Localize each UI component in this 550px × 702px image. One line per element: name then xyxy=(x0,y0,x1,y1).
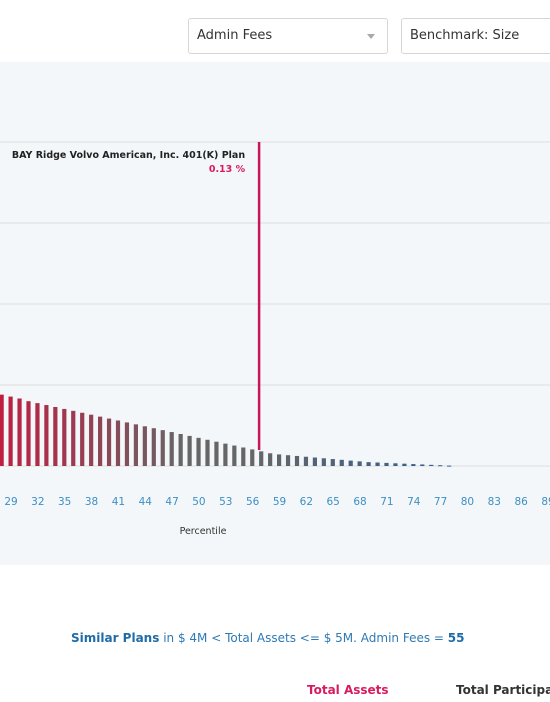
x-tick-label: 65 xyxy=(327,496,340,508)
benchmark-select[interactable]: Benchmark: Size xyxy=(401,18,550,54)
bar[interactable] xyxy=(35,403,40,466)
bar[interactable] xyxy=(429,464,434,466)
bar[interactable] xyxy=(26,401,31,466)
x-tick-label: 47 xyxy=(165,496,178,508)
similar-plans-count: 55 xyxy=(447,631,465,645)
bar[interactable] xyxy=(115,420,121,466)
bar[interactable] xyxy=(196,437,201,466)
plan-value-label: 0.13 % xyxy=(209,164,246,175)
bar[interactable] xyxy=(17,398,22,467)
bar[interactable] xyxy=(357,461,362,466)
bar[interactable] xyxy=(447,465,452,467)
x-tick-label: 38 xyxy=(85,496,98,508)
bar[interactable] xyxy=(303,456,309,466)
bar[interactable] xyxy=(339,459,344,466)
bar[interactable] xyxy=(330,459,335,466)
metric-select-value: Admin Fees xyxy=(197,28,273,43)
plan-name-label: BAY Ridge Volvo American, Inc. 401(K) Pl… xyxy=(12,150,245,161)
x-tick-label: 41 xyxy=(112,496,125,508)
bar[interactable] xyxy=(53,406,58,466)
bar[interactable] xyxy=(241,447,246,466)
bar[interactable] xyxy=(205,439,210,466)
bar[interactable] xyxy=(44,405,49,466)
x-tick-label: 44 xyxy=(139,496,153,508)
x-tick-label: 86 xyxy=(514,496,528,508)
bar[interactable] xyxy=(98,416,103,466)
bar[interactable] xyxy=(133,424,138,466)
bar[interactable] xyxy=(71,410,76,466)
bar[interactable] xyxy=(366,462,371,466)
bar[interactable] xyxy=(411,464,416,466)
bar[interactable] xyxy=(420,464,425,466)
bar[interactable] xyxy=(250,449,255,466)
bar[interactable] xyxy=(294,455,300,466)
bar[interactable] xyxy=(62,408,67,466)
x-tick-label: 62 xyxy=(300,496,313,508)
bars xyxy=(0,394,452,467)
bar[interactable] xyxy=(348,460,353,466)
x-tick-label: 32 xyxy=(31,496,44,508)
bar[interactable] xyxy=(214,441,219,466)
benchmark-select-value: Benchmark: Size xyxy=(410,28,520,43)
percentile-chart: 29 32 35 38 41 44 47 50 53 56 59 62 65 68 71 74 77 80 83 86… xyxy=(0,141,550,537)
x-axis-ticks: 29 32 35 38 41 44 47 50 53 56 59 62 65 68 71 74 77 80 83 86… xyxy=(4,496,550,508)
bar[interactable] xyxy=(106,418,112,466)
bar[interactable] xyxy=(268,453,273,466)
x-tick-label: 89 xyxy=(541,496,550,508)
bar[interactable] xyxy=(402,463,407,466)
x-tick-label: 35 xyxy=(58,496,71,508)
chart-panel: 29 32 35 38 41 44 47 50 53 56 59 62 65 68 71 74 77 80 83 86… xyxy=(0,62,550,565)
bar[interactable] xyxy=(169,432,174,466)
column-header-total-participants[interactable]: Total Participants xyxy=(456,683,550,697)
column-header-total-assets[interactable]: Total Assets xyxy=(307,683,389,697)
x-tick-label: 74 xyxy=(407,496,421,508)
bar[interactable] xyxy=(277,454,282,466)
bar[interactable] xyxy=(393,463,398,466)
bar[interactable] xyxy=(259,451,264,466)
similar-plans-criteria: in $ 4M < Total Assets <= $ 5M. Admin Fe… xyxy=(159,631,448,645)
bar[interactable] xyxy=(438,465,443,467)
chevron-down-icon xyxy=(367,34,375,39)
grid-lines xyxy=(0,141,550,467)
bar[interactable] xyxy=(151,428,156,466)
similar-plans-summary: Similar Plans in $ 4M < Total Assets <= … xyxy=(71,631,464,645)
x-tick-label: 53 xyxy=(219,496,232,508)
bar[interactable] xyxy=(375,462,380,466)
x-tick-label: 59 xyxy=(273,496,286,508)
metric-select[interactable]: Admin Fees xyxy=(188,18,388,54)
bar[interactable] xyxy=(232,445,237,466)
x-tick-label: 80 xyxy=(461,496,474,508)
bar[interactable] xyxy=(80,412,85,466)
bar[interactable] xyxy=(160,430,165,466)
x-tick-label: 56 xyxy=(246,496,260,508)
bar[interactable] xyxy=(89,414,94,466)
x-tick-label: 50 xyxy=(192,496,205,508)
bar[interactable] xyxy=(384,462,389,466)
bar[interactable] xyxy=(285,455,291,466)
x-tick-label: 68 xyxy=(353,496,366,508)
bar[interactable] xyxy=(187,435,192,466)
bar[interactable] xyxy=(321,458,326,466)
x-axis-title: Percentile xyxy=(180,526,227,537)
similar-plans-link[interactable]: Similar Plans xyxy=(71,631,160,645)
bar[interactable] xyxy=(312,457,317,466)
bar[interactable] xyxy=(142,426,147,466)
x-tick-label: 77 xyxy=(434,496,447,508)
x-tick-label: 29 xyxy=(4,496,17,508)
bar[interactable] xyxy=(8,396,13,466)
x-tick-label: 83 xyxy=(488,496,501,508)
bar[interactable] xyxy=(124,422,130,466)
bar[interactable] xyxy=(178,433,183,466)
bar[interactable] xyxy=(0,394,4,466)
x-tick-label: 71 xyxy=(380,496,393,508)
bar[interactable] xyxy=(223,443,228,466)
